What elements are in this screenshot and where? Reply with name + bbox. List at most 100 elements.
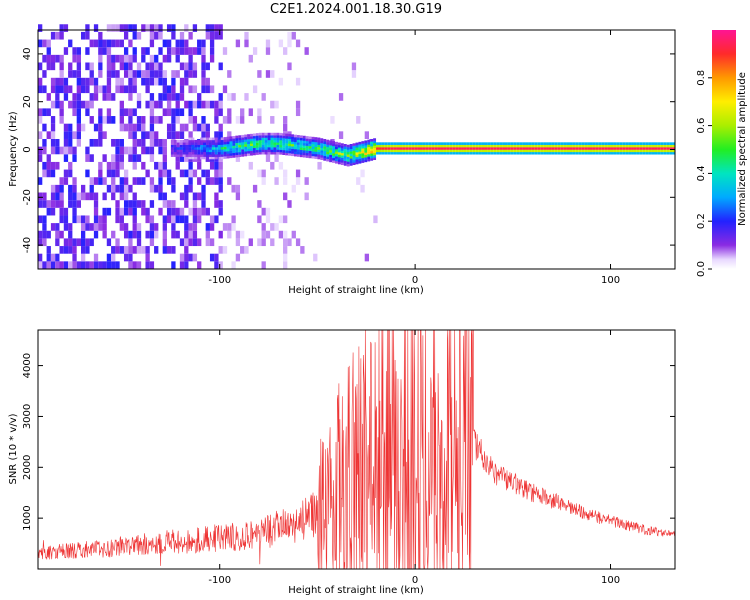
- spectrogram-ridge-cell: [200, 144, 204, 148]
- spectrogram-cell: [115, 154, 120, 162]
- spectrogram-ridge-cell: [551, 147, 555, 150]
- spectrogram-ridge-cell: [335, 153, 338, 157]
- spectrogram-ridge-cell: [440, 144, 444, 148]
- spectrogram-ridge-cell: [437, 147, 441, 150]
- spectrogram-cell: [171, 207, 176, 216]
- spectrogram-ridge-cell: [296, 149, 300, 153]
- spectrogram-cell: [158, 116, 163, 124]
- spectrogram-cell: [201, 62, 206, 71]
- spectrogram-ridge-cell: [490, 151, 494, 155]
- spectrogram-cell: [115, 85, 120, 94]
- spectrogram-cell: [111, 70, 116, 78]
- spectrogram-cell: [209, 223, 215, 231]
- spectrogram-cell: [72, 93, 77, 101]
- spectrogram-ridge-cell: [340, 155, 344, 158]
- spectrogram-ridge-cell: [173, 154, 177, 157]
- spectrogram-ridge-cell: [194, 144, 198, 148]
- spectrogram-ridge-cell: [437, 144, 441, 148]
- spectrogram-ridge-cell: [288, 143, 292, 147]
- spectrogram-ridge-cell: [229, 150, 233, 154]
- spectrogram-cell: [115, 246, 120, 254]
- spectrogram-cell: [128, 85, 133, 94]
- spectrogram-ridge-cell: [252, 143, 256, 146]
- spectrogram-cell: [214, 100, 219, 109]
- spectrogram-ridge-cell: [329, 142, 333, 146]
- spectrogram-cell: [42, 261, 47, 269]
- spectrogram-ridge-cell: [317, 151, 321, 155]
- spectrogram-cell: [145, 47, 150, 55]
- spectrogram-ridge-cell: [563, 144, 567, 148]
- spectrogram-cell: [209, 100, 215, 109]
- spectrogram-ridge-cell: [261, 135, 265, 138]
- spectrogram-ridge-cell: [443, 142, 447, 145]
- spectrogram-cell: [205, 169, 210, 178]
- spectrogram-ridge-cell: [408, 149, 412, 153]
- spectrogram-cell: [72, 131, 77, 139]
- spectrogram-ridge-cell: [472, 149, 476, 153]
- spectrogram-ridge-cell: [628, 147, 632, 150]
- spectrogram-cell: [132, 77, 137, 86]
- spectrogram-ridge-cell: [238, 140, 242, 143]
- spectrogram-cell: [149, 70, 155, 78]
- spectrogram-cell: [205, 238, 210, 247]
- spectrogram-cell: [274, 100, 279, 109]
- spectrogram-cell: [179, 93, 185, 101]
- spectrogram-ridge-cell: [182, 147, 186, 150]
- spectrogram-cell: [145, 207, 150, 216]
- spectrogram-ridge-cell: [610, 149, 614, 153]
- spectrogram-cell: [231, 215, 236, 224]
- spectrogram-cell: [132, 192, 137, 201]
- spectrogram-cell: [63, 93, 69, 101]
- snr-y-tick-label: 4000: [22, 353, 33, 378]
- spectrogram-cell: [85, 47, 90, 55]
- spectrogram-ridge-cell: [203, 149, 207, 153]
- spectrogram-ridge-cell: [601, 147, 605, 150]
- spectrogram-ridge-cell: [578, 151, 582, 155]
- spectrogram-ridge-cell: [601, 149, 605, 153]
- spectrogram-ridge-cell: [291, 134, 294, 137]
- colorbar-tick-label: 0.8: [696, 70, 707, 86]
- spectrogram-cell: [132, 177, 137, 185]
- spectrogram-ridge-cell: [507, 151, 511, 155]
- spectrogram-ridge-cell: [428, 142, 432, 145]
- spectrogram-cell: [270, 70, 275, 78]
- spectrogram-cell: [85, 31, 90, 40]
- spectrogram-ridge-cell: [261, 139, 265, 143]
- spectrogram-ridge-cell: [267, 151, 271, 155]
- spectrogram-cell: [132, 146, 137, 155]
- spectrogram-ridge-cell: [332, 160, 336, 163]
- spectrogram-ridge-cell: [610, 144, 614, 148]
- spectrogram-ridge-cell: [422, 147, 426, 150]
- spectrogram-cell: [197, 261, 202, 269]
- spectrogram-ridge-cell: [449, 144, 453, 148]
- spectrogram-cell: [179, 47, 185, 55]
- spectrogram-ridge-cell: [642, 142, 646, 145]
- spectrogram-cell: [145, 169, 150, 178]
- spectrogram-cell: [128, 184, 133, 193]
- spectrogram-ridge-cell: [326, 144, 330, 148]
- spectrogram-ridge-cell: [229, 155, 233, 159]
- spectrogram-cell: [197, 238, 202, 247]
- spectrogram-ridge-cell: [399, 147, 403, 150]
- spectrogram-ridge-cell: [551, 149, 555, 153]
- spectrogram-ridge-cell: [282, 140, 286, 144]
- spectrogram-ridge-cell: [197, 144, 201, 148]
- spectrogram-cell: [205, 131, 210, 139]
- spectrogram-cell: [141, 70, 146, 78]
- spectrogram-cell: [42, 230, 47, 239]
- spectrogram-cell: [55, 54, 60, 63]
- spectrogram-ridge-cell: [590, 147, 593, 150]
- snr-y-tick-label: 3000: [22, 404, 33, 429]
- spectrogram-ridge-cell: [373, 154, 377, 158]
- spectrogram-cell: [38, 154, 43, 162]
- spectrogram-cell: [59, 85, 64, 94]
- spectrogram-ridge-cell: [358, 160, 362, 164]
- spectrogram-ridge-cell: [329, 149, 333, 153]
- spectrogram-ridge-cell: [461, 147, 464, 150]
- spectrogram-cell: [179, 238, 185, 247]
- spectrogram-cell: [184, 100, 189, 109]
- spectrogram-ridge-cell: [387, 144, 391, 148]
- spectrogram-cell: [123, 85, 129, 94]
- spectrogram-cell: [93, 77, 99, 86]
- spectrogram-ridge-cell: [170, 149, 174, 153]
